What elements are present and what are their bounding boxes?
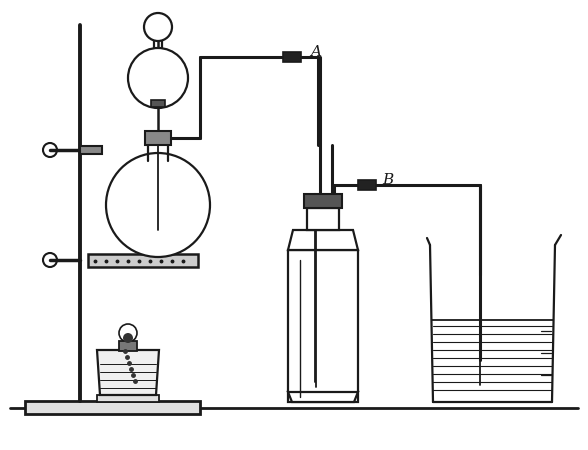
Polygon shape — [97, 350, 159, 395]
Bar — [88, 254, 198, 267]
Circle shape — [106, 153, 210, 257]
Bar — [97, 395, 159, 402]
Circle shape — [128, 48, 188, 108]
Bar — [304, 194, 342, 208]
Bar — [80, 146, 102, 154]
Bar — [151, 100, 165, 107]
Bar — [307, 208, 339, 230]
Bar — [145, 131, 171, 145]
Text: A: A — [310, 45, 321, 59]
Circle shape — [123, 333, 133, 343]
Polygon shape — [288, 392, 358, 402]
Bar — [25, 401, 200, 414]
Bar — [358, 180, 376, 190]
Text: B: B — [382, 173, 393, 187]
Bar — [288, 250, 358, 402]
Bar — [119, 341, 137, 351]
Circle shape — [144, 13, 172, 41]
Circle shape — [119, 324, 137, 342]
Polygon shape — [288, 230, 358, 250]
Bar — [283, 52, 301, 62]
